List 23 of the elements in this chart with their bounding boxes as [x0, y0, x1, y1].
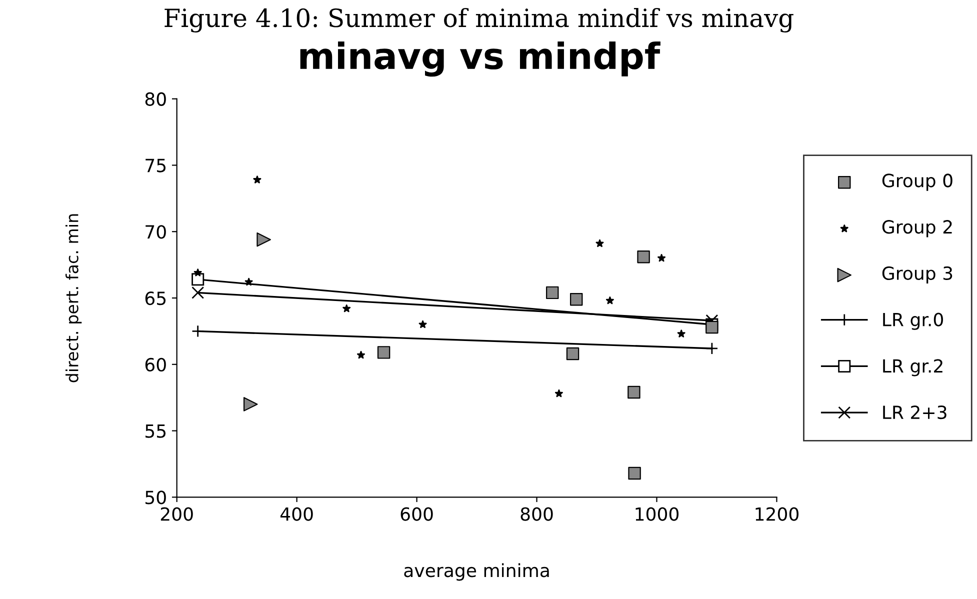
legend-label: Group 3 — [882, 266, 952, 284]
y-tick-label: 75 — [146, 158, 166, 172]
x-axis-title: average minima — [404, 563, 549, 581]
x-tick-label: 800 — [520, 507, 553, 521]
y-tick-label: 50 — [146, 490, 166, 504]
x-tick-label: 1000 — [636, 507, 679, 521]
x-tick-label: 1200 — [756, 507, 798, 521]
legend-label: Group 0 — [882, 174, 952, 191]
x-tick-label: 600 — [400, 507, 433, 521]
y-tick-label: 65 — [145, 291, 166, 306]
y-tick-label: 60 — [145, 358, 166, 372]
legend-label: LR gr.2 — [883, 359, 942, 376]
caption: Figure 4.10: Summer of minima mindif vs minavg — [164, 8, 794, 33]
legend-label: LR 2+3 — [883, 405, 946, 420]
legend-label: Group 2 — [882, 220, 952, 238]
legend-label: LR gr.0 — [883, 312, 943, 330]
y-tick-label: 80 — [145, 92, 166, 106]
x-tick-label: 400 — [280, 507, 313, 521]
y-tick-label: 70 — [146, 225, 166, 239]
y-tick-label: 55 — [146, 424, 166, 438]
y-axis-title: direct. pert. fac. min — [66, 214, 82, 382]
chart-title: minavg vs mindpf — [300, 41, 660, 77]
x-tick-label: 200 — [160, 507, 193, 521]
